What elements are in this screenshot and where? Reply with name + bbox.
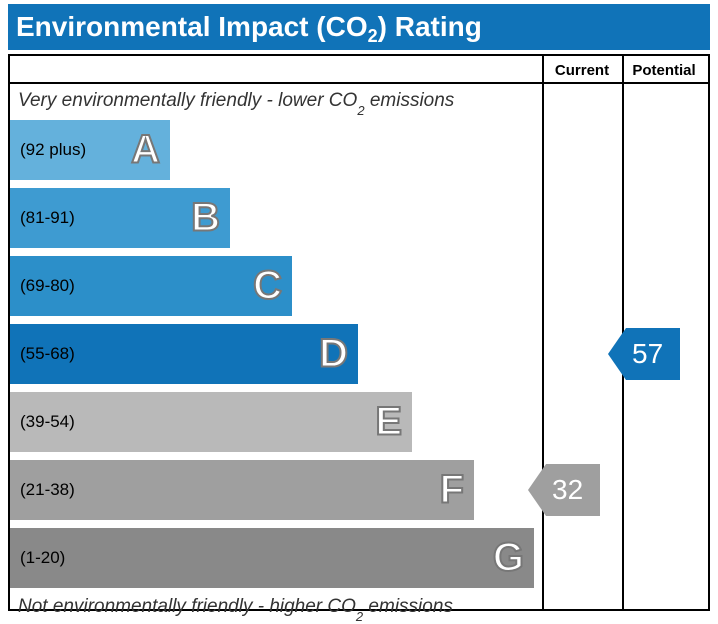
band-letter-d: D: [319, 332, 348, 377]
band-letter-a: A: [131, 128, 160, 173]
rating-arrow-potential: 57: [608, 328, 680, 380]
band-row-f: (21-38) F: [10, 460, 534, 520]
caption-top-sub: 2: [357, 103, 364, 118]
rating-arrow-current: 32: [528, 464, 600, 516]
caption-bottom: Not environmentally friendly - higher CO…: [18, 596, 453, 620]
band-bar-e: (39-54) E: [10, 392, 412, 452]
band-row-d: (55-68) D: [10, 324, 534, 384]
band-row-g: (1-20) G: [10, 528, 534, 588]
band-bar-b: (81-91) B: [10, 188, 230, 248]
band-letter-g: G: [493, 536, 524, 581]
bands-container: (92 plus) A (81-91) B (69-80) C (55-68) D (39-54…: [10, 120, 534, 596]
band-letter-c: C: [253, 264, 282, 309]
band-letter-f: F: [440, 468, 464, 513]
band-bar-a: (92 plus) A: [10, 120, 170, 180]
band-bar-c: (69-80) C: [10, 256, 292, 316]
title-prefix: Environmental Impact (CO: [16, 11, 368, 42]
band-range-d: (55-68): [10, 344, 75, 364]
band-letter-e: E: [375, 400, 402, 445]
band-row-b: (81-91) B: [10, 188, 534, 248]
title-sub: 2: [368, 26, 378, 46]
chart-grid: Current Potential Very environmentally f…: [8, 54, 710, 611]
band-range-c: (69-80): [10, 276, 75, 296]
caption-bottom-prefix: Not environmentally friendly - higher CO: [18, 596, 356, 617]
header-current: Current: [542, 56, 622, 84]
band-range-a: (92 plus): [10, 140, 86, 160]
title-bar: Environmental Impact (CO2) Rating: [8, 4, 710, 50]
rating-value-current: 32: [528, 474, 589, 506]
caption-bottom-sub: 2: [356, 609, 363, 624]
band-bar-d: (55-68) D: [10, 324, 358, 384]
band-row-e: (39-54) E: [10, 392, 534, 452]
caption-top: Very environmentally friendly - lower CO…: [18, 90, 454, 114]
band-range-b: (81-91): [10, 208, 75, 228]
header-row: Current Potential: [10, 56, 708, 84]
band-range-e: (39-54): [10, 412, 75, 432]
chart-title: Environmental Impact (CO2) Rating: [16, 11, 482, 43]
band-range-g: (1-20): [10, 548, 65, 568]
band-row-c: (69-80) C: [10, 256, 534, 316]
rating-value-potential: 57: [608, 338, 669, 370]
epc-rating-chart: Environmental Impact (CO2) Rating Curren…: [0, 0, 718, 619]
caption-top-prefix: Very environmentally friendly - lower CO: [18, 90, 357, 111]
caption-bottom-suffix: emissions: [363, 596, 453, 617]
caption-top-suffix: emissions: [365, 90, 455, 111]
column-divider-1: [542, 56, 544, 609]
band-bar-f: (21-38) F: [10, 460, 474, 520]
band-letter-b: B: [191, 196, 220, 241]
band-row-a: (92 plus) A: [10, 120, 534, 180]
header-potential: Potential: [622, 56, 706, 84]
band-bar-g: (1-20) G: [10, 528, 534, 588]
band-range-f: (21-38): [10, 480, 75, 500]
title-suffix: ) Rating: [378, 11, 482, 42]
